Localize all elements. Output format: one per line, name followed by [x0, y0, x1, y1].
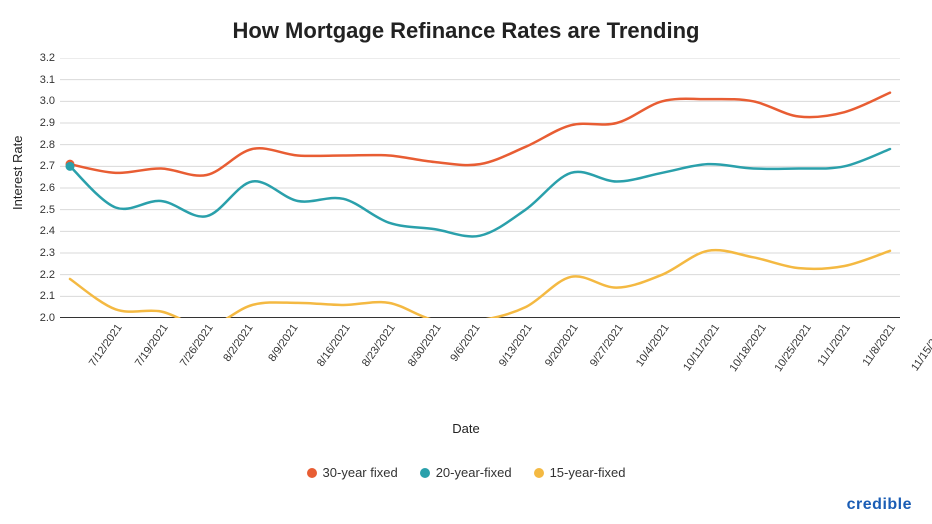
x-tick: 11/15/2021: [909, 322, 932, 373]
x-tick: 8/23/2021: [360, 322, 398, 369]
series-line: [70, 149, 890, 236]
legend-dot-icon: [420, 468, 430, 478]
x-axis-label: Date: [0, 421, 932, 436]
x-tick: 9/27/2021: [588, 322, 626, 369]
x-tick: 10/25/2021: [773, 322, 814, 374]
y-tick: 2.7: [40, 160, 55, 172]
x-tick: 8/16/2021: [315, 322, 353, 369]
y-tick: 3.2: [40, 52, 55, 64]
series-line: [70, 250, 890, 318]
chart-container: How Mortgage Refinance Rates are Trendin…: [0, 0, 932, 524]
x-tick: 11/1/2021: [815, 322, 852, 368]
x-tick: 10/4/2021: [634, 322, 672, 369]
x-tick: 8/9/2021: [266, 322, 300, 364]
x-tick: 7/26/2021: [178, 322, 216, 369]
x-tick: 9/20/2021: [542, 322, 580, 369]
legend-dot-icon: [534, 468, 544, 478]
y-tick: 3.1: [40, 74, 55, 86]
y-axis-label: Interest Rate: [10, 136, 25, 210]
x-tick: 8/2/2021: [221, 322, 255, 364]
chart-legend: 30-year fixed 20-year-fixed 15-year-fixed: [0, 465, 932, 480]
y-tick: 2.2: [40, 269, 55, 281]
y-tick-labels: 2.02.12.22.32.42.52.62.72.82.93.03.13.2: [30, 58, 55, 318]
x-tick: 9/6/2021: [449, 322, 483, 364]
x-tick: 10/11/2021: [681, 322, 722, 373]
y-tick: 2.3: [40, 247, 55, 259]
y-tick: 2.1: [40, 290, 55, 302]
legend-label: 15-year-fixed: [550, 465, 626, 480]
legend-dot-icon: [307, 468, 317, 478]
y-tick: 2.8: [40, 139, 55, 151]
legend-item: 30-year fixed: [307, 465, 398, 480]
x-tick: 11/8/2021: [861, 322, 898, 368]
y-tick: 2.9: [40, 117, 55, 129]
y-tick: 2.4: [40, 225, 55, 237]
legend-item: 20-year-fixed: [420, 465, 512, 480]
brand-logo: credible: [847, 496, 912, 514]
x-tick: 8/30/2021: [406, 322, 444, 369]
x-tick: 9/13/2021: [497, 322, 535, 369]
x-tick: 7/19/2021: [132, 322, 170, 369]
x-tick-labels: 7/12/20217/19/20217/26/20218/2/2021 8/9/2…: [60, 322, 900, 402]
series-line: [70, 93, 890, 176]
y-tick: 2.0: [40, 312, 55, 324]
x-tick: 10/18/2021: [727, 322, 768, 374]
y-tick: 2.5: [40, 204, 55, 216]
chart-plot: [60, 58, 900, 318]
chart-title: How Mortgage Refinance Rates are Trendin…: [0, 18, 932, 44]
legend-label: 30-year fixed: [323, 465, 398, 480]
y-tick: 3.0: [40, 95, 55, 107]
x-tick: 7/12/2021: [87, 322, 125, 369]
legend-label: 20-year-fixed: [436, 465, 512, 480]
y-tick: 2.6: [40, 182, 55, 194]
legend-item: 15-year-fixed: [534, 465, 626, 480]
